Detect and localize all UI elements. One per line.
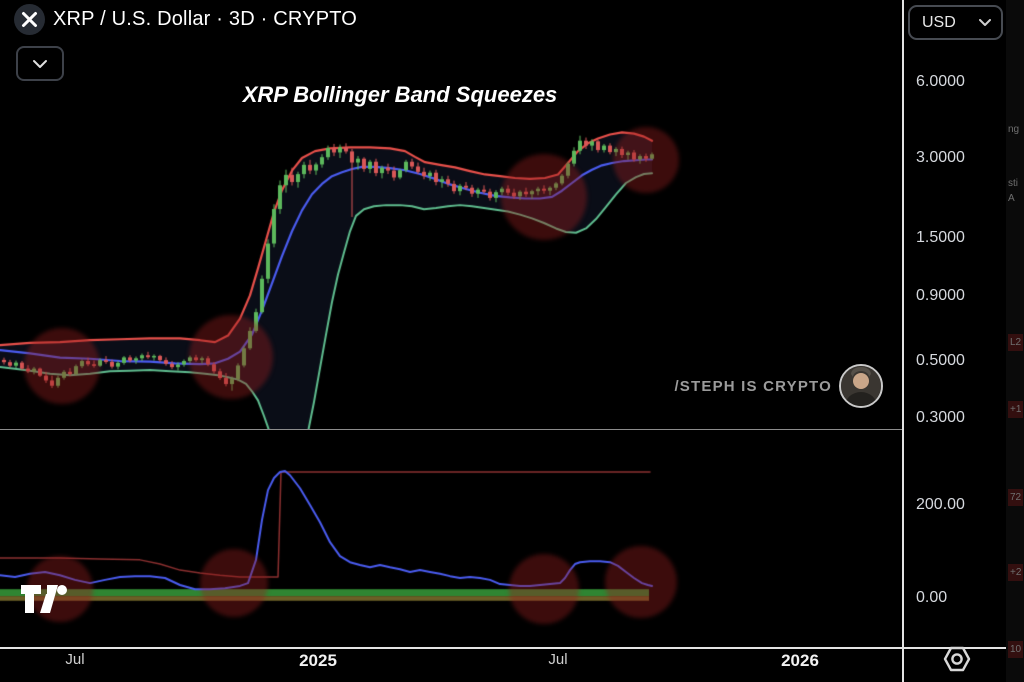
cropped-edge-fragment: +2 bbox=[1008, 564, 1024, 581]
squeeze-highlight-circle bbox=[605, 546, 677, 618]
squeeze-highlight-circle bbox=[200, 549, 268, 617]
xrp-logo-icon[interactable] bbox=[14, 4, 45, 35]
symbol-title[interactable]: XRP / U.S. Dollar · 3D · CRYPTO bbox=[53, 8, 358, 30]
axis-price-label: 1.5000 bbox=[916, 229, 965, 246]
squeeze-highlight-circle bbox=[501, 154, 587, 240]
collapse-legend-button[interactable] bbox=[16, 46, 64, 81]
axis-price-label: 6.0000 bbox=[916, 73, 965, 90]
squeeze-highlight-circle bbox=[24, 328, 100, 404]
chevron-down-icon bbox=[33, 59, 47, 68]
axis-price-label: 0.3000 bbox=[916, 409, 965, 426]
indicator-panel-canvas[interactable] bbox=[0, 431, 902, 647]
cropped-edge-fragment: +1 bbox=[1008, 401, 1024, 418]
currency-selector-label: USD bbox=[922, 13, 956, 31]
panel-divider[interactable] bbox=[0, 429, 902, 430]
cropped-edge-fragment: 10 bbox=[1008, 641, 1024, 658]
time-axis-settings-button[interactable] bbox=[942, 645, 972, 673]
right-edge-strip: ng sti A L2 +1 72 +2 10 bbox=[1006, 0, 1024, 682]
axis-time-label: Jul bbox=[65, 651, 85, 668]
cropped-edge-fragment: ng bbox=[1008, 124, 1020, 135]
watermark-text: /STEPH IS CRYPTO bbox=[674, 378, 832, 395]
cropped-edge-fragment: L2 bbox=[1008, 334, 1024, 351]
cropped-edge-fragment: sti bbox=[1008, 178, 1018, 189]
axis-price-label: 0.00 bbox=[916, 589, 948, 606]
person-silhouette-icon bbox=[841, 366, 881, 406]
chevron-down-icon bbox=[979, 18, 991, 26]
time-axis-separator bbox=[0, 647, 1024, 649]
squeeze-highlight-circle bbox=[613, 127, 679, 193]
currency-selector[interactable]: USD bbox=[908, 5, 1003, 40]
axis-price-label: 3.0000 bbox=[916, 149, 965, 166]
cropped-edge-fragment: 72 bbox=[1008, 489, 1024, 506]
symbol-header[interactable]: XRP / U.S. Dollar · 3D · CRYPTO bbox=[14, 4, 357, 35]
axis-price-label: 0.5000 bbox=[916, 352, 965, 369]
axis-time-label: Jul bbox=[548, 651, 568, 668]
tradingview-logo[interactable] bbox=[20, 584, 72, 619]
price-axis-separator bbox=[902, 0, 904, 682]
axis-price-label: 0.9000 bbox=[916, 287, 965, 304]
axis-time-label: 2026 bbox=[781, 651, 819, 670]
xrp-x-glyph bbox=[22, 12, 37, 27]
axis-time-label: 2025 bbox=[299, 651, 337, 670]
gear-icon bbox=[943, 646, 971, 672]
axis-price-label: 200.00 bbox=[916, 496, 965, 513]
squeeze-highlight-circle bbox=[189, 315, 273, 399]
price-chart-canvas[interactable] bbox=[0, 0, 902, 429]
avatar bbox=[839, 364, 883, 408]
cropped-edge-fragment: A bbox=[1008, 193, 1015, 204]
squeeze-highlight-circle bbox=[509, 554, 579, 624]
chart-title: XRP Bollinger Band Squeezes bbox=[242, 82, 558, 107]
